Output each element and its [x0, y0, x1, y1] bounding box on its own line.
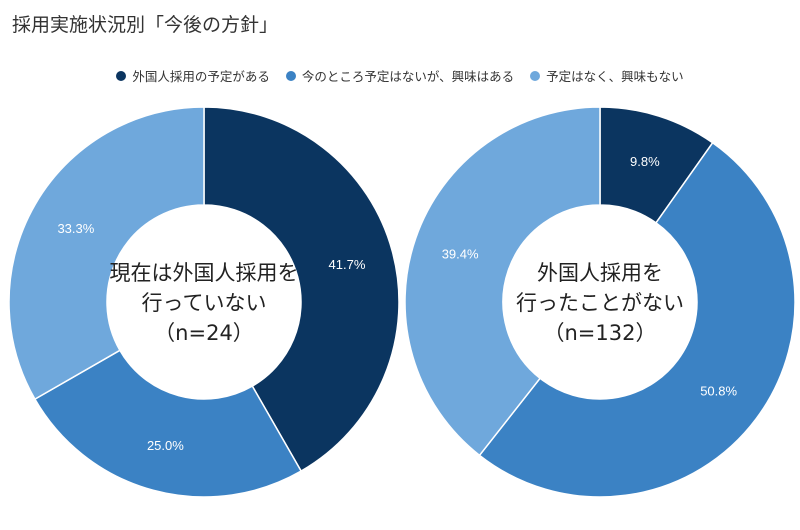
data-label: 41.7% — [329, 257, 366, 272]
legend-item-plan: 外国人採用の予定がある — [116, 66, 270, 85]
legend: 外国人採用の予定がある 今のところ予定はないが、興味はある 予定はなく、興味もな… — [0, 66, 800, 85]
legend-label: 外国人採用の予定がある — [132, 69, 270, 84]
legend-item-interested: 今のところ予定はないが、興味はある — [285, 66, 515, 85]
data-label: 39.4% — [442, 247, 479, 262]
legend-dot — [285, 70, 296, 81]
data-label: 25.0% — [147, 438, 184, 453]
legend-dot — [530, 70, 541, 81]
donut-center-label-left: 現在は外国人採用を 行っていない （n=24） — [109, 258, 299, 348]
center-line: 行ったことがない — [516, 291, 684, 315]
donut-center-label-right: 外国人採用を 行ったことがない （n=132） — [505, 258, 695, 348]
center-line: 外国人採用を — [537, 261, 663, 285]
center-line: （n=24） — [154, 321, 254, 345]
legend-dot — [116, 70, 127, 81]
center-line: （n=132） — [543, 321, 657, 345]
donut-hole — [107, 205, 301, 399]
data-label: 9.8% — [630, 154, 660, 169]
donut-hole — [503, 205, 697, 399]
data-label: 50.8% — [700, 383, 737, 398]
center-line: 行っていない — [141, 291, 267, 315]
chart-title: 採用実施状況別「今後の方針」 — [12, 14, 279, 36]
center-line: 現在は外国人採用を — [109, 261, 299, 285]
legend-item-none: 予定はなく、興味もない — [530, 66, 684, 85]
legend-label: 予定はなく、興味もない — [546, 69, 684, 84]
legend-label: 今のところ予定はないが、興味はある — [301, 69, 515, 84]
data-label: 33.3% — [57, 221, 94, 236]
